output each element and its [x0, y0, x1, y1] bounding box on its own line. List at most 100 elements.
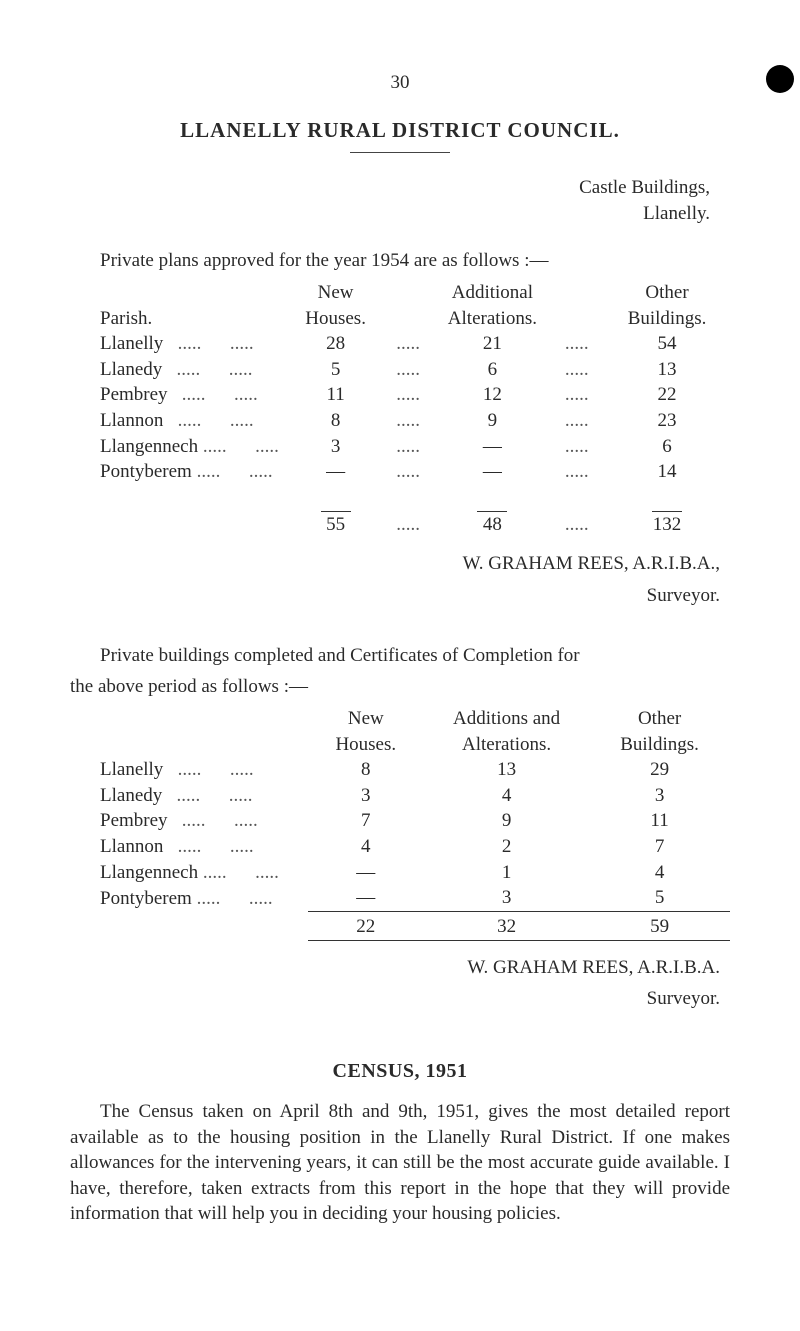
t2-parish: Llangennech — [100, 862, 198, 883]
dots: ..... — [182, 384, 206, 405]
intro-paragraph-2b: the above period as follows :— — [70, 674, 730, 700]
t1-parish: Pembrey — [100, 384, 168, 405]
t2-hdr-alt-1: Additions and — [424, 706, 589, 732]
dots: ..... — [255, 862, 279, 883]
table-row: Llanedy ..... ..... 5 ..... 6 ..... 13 — [70, 357, 730, 383]
dots: ..... — [203, 862, 227, 883]
t2-new: 7 — [308, 808, 425, 834]
address-block: Castle Buildings, Llanelly. — [70, 175, 730, 226]
t1-parish: Llangennech — [100, 436, 198, 457]
dots: ..... — [178, 759, 202, 780]
dots: ..... — [381, 512, 436, 538]
dots: ..... — [197, 888, 221, 909]
dots: ..... — [230, 836, 254, 857]
t2-parish: Llanedy — [100, 785, 162, 806]
t1-alt: — — [435, 434, 549, 460]
t1-oth: 14 — [604, 459, 730, 485]
intro-paragraph-1: Private plans approved for the year 1954… — [70, 248, 730, 274]
t2-parish: Llanelly — [100, 759, 163, 780]
dots: ..... — [229, 359, 253, 380]
table-row: Pontyberem ..... ..... — 3 5 — [70, 885, 730, 911]
dots: ..... — [549, 357, 604, 383]
t2-oth: 5 — [589, 885, 730, 911]
t1-oth: 54 — [604, 331, 730, 357]
t2-parish: Pembrey — [100, 810, 168, 831]
table-row: Llannon ..... ..... 4 2 7 — [70, 834, 730, 860]
dots: ..... — [549, 382, 604, 408]
t1-hdr-new-2: Houses. — [290, 306, 380, 332]
dots: ..... — [381, 382, 436, 408]
t2-total-alt: 32 — [424, 912, 589, 941]
plans-approved-table: New Additional Other Parish. Houses. Alt… — [70, 280, 730, 537]
t1-new: 8 — [290, 408, 380, 434]
intro-paragraph-2a: Private buildings completed and Certific… — [70, 643, 730, 669]
dots: ..... — [197, 461, 221, 482]
t1-oth: 22 — [604, 382, 730, 408]
dots: ..... — [177, 359, 201, 380]
t2-new: 3 — [308, 783, 425, 809]
table-row: Pontyberem ..... ..... — ..... — ..... 1… — [70, 459, 730, 485]
page-number: 30 — [70, 70, 730, 96]
signatory-name: W. GRAHAM REES, A.R.I.B.A., — [463, 553, 720, 574]
t1-new: 28 — [290, 331, 380, 357]
dots: ..... — [203, 436, 227, 457]
t1-hdr-alt-2: Alterations. — [435, 306, 549, 332]
dots: ..... — [249, 461, 273, 482]
buildings-completed-table: New Additions and Other Houses. Alterati… — [70, 706, 730, 941]
census-heading: CENSUS, 1951 — [70, 1058, 730, 1085]
t1-parish: Pontyberem — [100, 461, 192, 482]
t2-alt: 9 — [424, 808, 589, 834]
t2-parish: Pontyberem — [100, 888, 192, 909]
dots: ..... — [381, 408, 436, 434]
t1-oth: 6 — [604, 434, 730, 460]
t2-hdr-new-1: New — [308, 706, 425, 732]
dots: ..... — [549, 331, 604, 357]
t2-total-new: 22 — [308, 912, 425, 941]
dots: ..... — [549, 408, 604, 434]
t2-hdr-alt-2: Alterations. — [424, 732, 589, 758]
t2-oth: 4 — [589, 860, 730, 886]
t1-new: 11 — [290, 382, 380, 408]
census-paragraph: The Census taken on April 8th and 9th, 1… — [70, 1099, 730, 1227]
dots: ..... — [381, 434, 436, 460]
dots: ..... — [229, 785, 253, 806]
address-line-2: Llanelly. — [643, 203, 710, 224]
document-title: LLANELLY RURAL DISTRICT COUNCIL. — [70, 116, 730, 144]
t1-alt: 9 — [435, 408, 549, 434]
t2-new: 4 — [308, 834, 425, 860]
t2-oth: 7 — [589, 834, 730, 860]
signatory-role: Surveyor. — [70, 986, 720, 1012]
dots: ..... — [234, 810, 258, 831]
table-row: Llangennech ..... ..... — 1 4 — [70, 860, 730, 886]
t2-oth: 3 — [589, 783, 730, 809]
t2-new: — — [308, 860, 425, 886]
dots: ..... — [230, 759, 254, 780]
t1-new: 3 — [290, 434, 380, 460]
t1-total-alt: 48 — [435, 512, 549, 538]
t1-hdr-parish: Parish. — [70, 306, 290, 332]
signature-block-2: W. GRAHAM REES, A.R.I.B.A. Surveyor. — [70, 955, 730, 1012]
t1-parish: Llanelly — [100, 333, 163, 354]
dots: ..... — [230, 333, 254, 354]
t2-alt: 1 — [424, 860, 589, 886]
t2-total-oth: 59 — [589, 912, 730, 941]
dots: ..... — [549, 434, 604, 460]
dots: ..... — [234, 384, 258, 405]
t2-oth: 29 — [589, 757, 730, 783]
title-rule — [350, 152, 450, 153]
t1-alt: — — [435, 459, 549, 485]
t2-new: — — [308, 885, 425, 911]
table-row: Llanedy ..... ..... 3 4 3 — [70, 783, 730, 809]
t1-parish: Llanedy — [100, 359, 162, 380]
table-row: Pembrey ..... ..... 11 ..... 12 ..... 22 — [70, 382, 730, 408]
table-row: Llanelly ..... ..... 8 13 29 — [70, 757, 730, 783]
dots: ..... — [549, 459, 604, 485]
page-dot-ornament — [766, 65, 794, 93]
table-row: Pembrey ..... ..... 7 9 11 — [70, 808, 730, 834]
table-total-row: 22 32 59 — [70, 912, 730, 941]
dots: ..... — [381, 459, 436, 485]
t1-parish: Llannon — [100, 410, 163, 431]
t2-hdr-new-2: Houses. — [308, 732, 425, 758]
dots: ..... — [177, 785, 201, 806]
dots: ..... — [255, 436, 279, 457]
